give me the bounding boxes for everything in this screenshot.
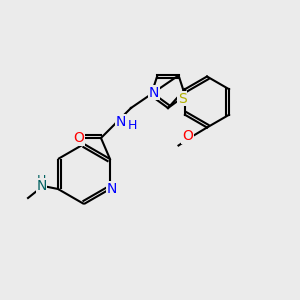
Text: N: N: [149, 85, 159, 100]
Text: O: O: [182, 130, 193, 143]
Text: O: O: [73, 131, 84, 145]
Text: H: H: [37, 173, 46, 187]
Text: N: N: [106, 182, 117, 196]
Text: N: N: [36, 179, 47, 193]
Text: S: S: [178, 92, 187, 106]
Text: H: H: [128, 119, 137, 133]
Text: N: N: [115, 115, 126, 128]
